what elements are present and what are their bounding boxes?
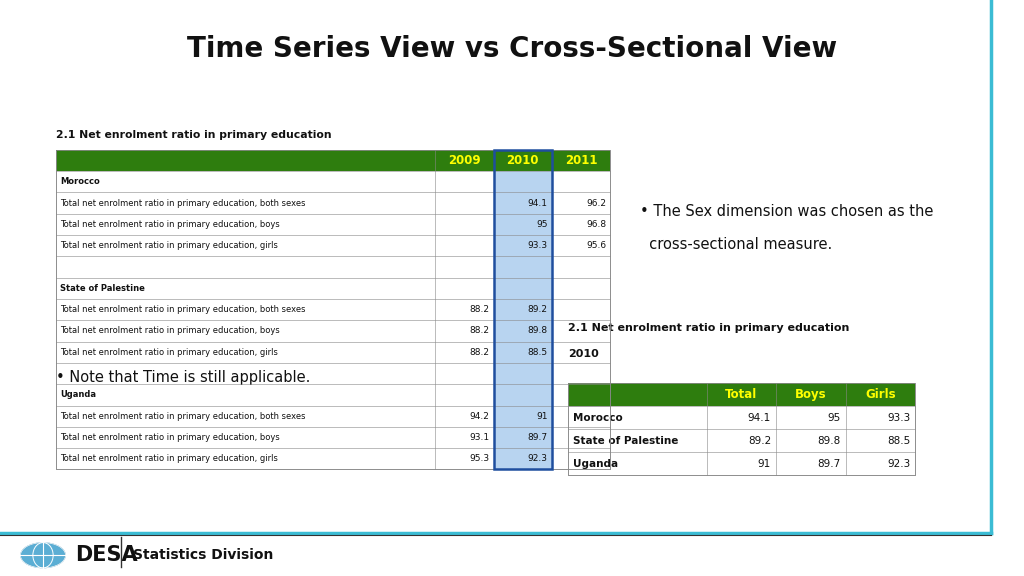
Text: Girls: Girls (865, 388, 896, 401)
Text: 88.5: 88.5 (527, 348, 548, 357)
Text: 89.2: 89.2 (527, 305, 548, 314)
Text: 2011: 2011 (565, 154, 597, 167)
Text: State of Palestine: State of Palestine (573, 435, 679, 446)
Text: Uganda: Uganda (60, 391, 96, 399)
Text: Total net enrolment ratio in primary education, both sexes: Total net enrolment ratio in primary edu… (60, 305, 306, 314)
Text: 2009: 2009 (449, 154, 480, 167)
Bar (494, 363, 552, 384)
Bar (494, 150, 552, 469)
Bar (56, 363, 610, 384)
Text: 91: 91 (758, 458, 771, 469)
Text: Total net enrolment ratio in primary education, boys: Total net enrolment ratio in primary edu… (60, 220, 281, 229)
Text: 94.1: 94.1 (748, 412, 771, 423)
Bar (494, 256, 552, 278)
Bar (494, 342, 552, 363)
Bar (494, 192, 552, 214)
Text: 92.3: 92.3 (887, 458, 910, 469)
Text: 88.2: 88.2 (469, 327, 489, 335)
Text: cross-sectional measure.: cross-sectional measure. (640, 237, 833, 252)
Text: Morocco: Morocco (60, 177, 100, 186)
Bar (56, 448, 610, 469)
Text: 94.2: 94.2 (470, 412, 489, 420)
Text: Total net enrolment ratio in primary education, girls: Total net enrolment ratio in primary edu… (60, 348, 279, 357)
Bar (56, 427, 610, 448)
Text: 96.2: 96.2 (586, 199, 606, 207)
Bar (494, 320, 552, 342)
Bar (56, 342, 610, 363)
Text: 93.3: 93.3 (527, 241, 548, 250)
Bar (568, 429, 915, 452)
Text: 95.6: 95.6 (586, 241, 606, 250)
Bar (56, 299, 610, 320)
Text: Total net enrolment ratio in primary education, girls: Total net enrolment ratio in primary edu… (60, 454, 279, 463)
Bar (494, 384, 552, 406)
Text: 2.1 Net enrolment ratio in primary education: 2.1 Net enrolment ratio in primary educa… (56, 130, 332, 141)
Bar (494, 171, 552, 192)
Bar (56, 150, 610, 469)
Bar (494, 427, 552, 448)
Text: 88.2: 88.2 (469, 348, 489, 357)
Text: Statistics Division: Statistics Division (133, 548, 273, 562)
Bar (568, 383, 915, 406)
Text: Total net enrolment ratio in primary education, girls: Total net enrolment ratio in primary edu… (60, 241, 279, 250)
Text: Boys: Boys (796, 388, 826, 401)
Text: 95: 95 (827, 412, 841, 423)
Bar (56, 235, 610, 256)
Text: Total net enrolment ratio in primary education, boys: Total net enrolment ratio in primary edu… (60, 433, 281, 442)
Text: 89.8: 89.8 (527, 327, 548, 335)
Text: • The Sex dimension was chosen as the: • The Sex dimension was chosen as the (640, 204, 933, 219)
Bar (56, 192, 610, 214)
Text: • Note that Time is still applicable.: • Note that Time is still applicable. (56, 370, 310, 385)
Text: 94.1: 94.1 (527, 199, 548, 207)
Bar (494, 214, 552, 235)
Bar (568, 406, 915, 429)
Text: 95: 95 (537, 220, 548, 229)
Text: 88.5: 88.5 (887, 435, 910, 446)
Bar (56, 150, 610, 171)
Bar (56, 214, 610, 235)
Text: 89.7: 89.7 (527, 433, 548, 442)
Bar (494, 406, 552, 427)
Bar (56, 406, 610, 427)
Text: Total net enrolment ratio in primary education, boys: Total net enrolment ratio in primary edu… (60, 327, 281, 335)
Text: Total net enrolment ratio in primary education, both sexes: Total net enrolment ratio in primary edu… (60, 412, 306, 420)
Text: 2.1 Net enrolment ratio in primary education: 2.1 Net enrolment ratio in primary educa… (568, 323, 850, 334)
Bar (568, 452, 915, 475)
Bar (494, 278, 552, 299)
Text: 89.7: 89.7 (817, 458, 841, 469)
Bar (56, 256, 610, 278)
Text: Morocco: Morocco (573, 412, 624, 423)
Text: DESA: DESA (75, 545, 137, 565)
Text: 89.2: 89.2 (748, 435, 771, 446)
Bar (494, 235, 552, 256)
Bar (494, 448, 552, 469)
Text: 91: 91 (537, 412, 548, 420)
Text: 95.3: 95.3 (469, 454, 489, 463)
Text: 88.2: 88.2 (469, 305, 489, 314)
Text: 2010: 2010 (568, 349, 599, 359)
Bar (494, 299, 552, 320)
Circle shape (20, 543, 66, 568)
Bar (56, 278, 610, 299)
Text: Uganda: Uganda (573, 458, 618, 469)
Text: 89.8: 89.8 (817, 435, 841, 446)
Bar (56, 384, 610, 406)
Text: 2010: 2010 (507, 154, 539, 167)
Bar (568, 383, 915, 475)
Text: 93.3: 93.3 (887, 412, 910, 423)
Text: 96.8: 96.8 (586, 220, 606, 229)
Text: Time Series View vs Cross-Sectional View: Time Series View vs Cross-Sectional View (187, 35, 837, 63)
Text: State of Palestine: State of Palestine (60, 284, 145, 293)
Bar (56, 320, 610, 342)
Text: Total: Total (725, 388, 758, 401)
Text: 93.1: 93.1 (469, 433, 489, 442)
Text: 92.3: 92.3 (527, 454, 548, 463)
Text: Total net enrolment ratio in primary education, both sexes: Total net enrolment ratio in primary edu… (60, 199, 306, 207)
Bar (56, 171, 610, 192)
